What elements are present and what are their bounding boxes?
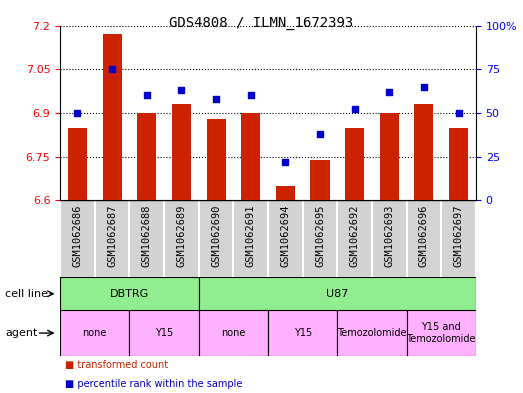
Text: GSM1062693: GSM1062693 [384,204,394,267]
Text: Temozolomide: Temozolomide [337,328,407,338]
Text: GSM1062697: GSM1062697 [453,204,463,267]
Bar [60,310,129,356]
Text: GSM1062686: GSM1062686 [73,204,83,267]
Bar [60,277,199,310]
Text: none: none [83,328,107,338]
Bar [199,310,268,356]
Text: agent: agent [5,328,38,338]
Point [316,131,324,137]
Text: ■ percentile rank within the sample: ■ percentile rank within the sample [65,379,243,389]
Bar [380,113,399,200]
Bar [172,104,191,200]
Bar [414,104,434,200]
Point [177,87,186,94]
Text: GSM1062695: GSM1062695 [315,204,325,267]
Bar [337,310,407,356]
Point [108,66,116,72]
Point [420,84,428,90]
Bar [449,128,468,200]
Bar [199,277,476,310]
Point [385,89,393,95]
Bar [407,310,476,356]
Text: cell line: cell line [5,289,48,299]
Text: GSM1062696: GSM1062696 [419,204,429,267]
Text: GSM1062690: GSM1062690 [211,204,221,267]
Text: Y15: Y15 [155,328,173,338]
Point [212,96,220,102]
Text: GDS4808 / ILMN_1672393: GDS4808 / ILMN_1672393 [169,16,354,30]
Bar [129,310,199,356]
Bar [68,128,87,200]
Text: GSM1062689: GSM1062689 [176,204,186,267]
Bar [137,113,156,200]
Bar [276,186,295,200]
Point [281,159,290,165]
Point [454,110,463,116]
Text: Y15: Y15 [293,328,312,338]
Bar [241,113,260,200]
Text: U87: U87 [326,289,348,299]
Point [143,92,151,99]
Bar [103,34,122,200]
Bar [345,128,364,200]
Text: GSM1062692: GSM1062692 [350,204,360,267]
Text: ■ transformed count: ■ transformed count [65,360,168,369]
Text: GSM1062691: GSM1062691 [246,204,256,267]
Text: DBTRG: DBTRG [110,289,149,299]
Text: GSM1062688: GSM1062688 [142,204,152,267]
Point [73,110,82,116]
Bar [268,310,337,356]
Point [350,107,359,113]
Bar [207,119,225,200]
Bar [311,160,329,200]
Text: none: none [221,328,246,338]
Text: GSM1062687: GSM1062687 [107,204,117,267]
Text: Y15 and
Temozolomide: Y15 and Temozolomide [406,322,476,344]
Text: GSM1062694: GSM1062694 [280,204,290,267]
Point [246,92,255,99]
